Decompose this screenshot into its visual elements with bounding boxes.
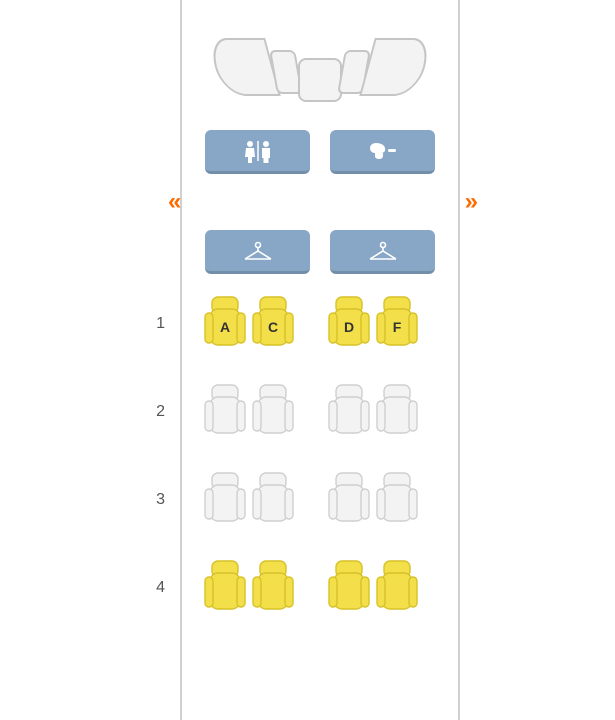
- seat[interactable]: [204, 559, 246, 617]
- cockpit: [215, 20, 425, 120]
- seat-row: 2: [180, 368, 460, 456]
- galley-icon: [369, 139, 397, 163]
- seat-pair-right: [328, 383, 418, 441]
- closet-icon: [367, 241, 399, 261]
- seat-pair-left: [204, 471, 294, 529]
- seat[interactable]: C: [252, 295, 294, 353]
- seat[interactable]: [252, 471, 294, 529]
- seat-pair-right: [328, 559, 418, 617]
- row-number: 2: [135, 403, 165, 421]
- seat-row: 4: [180, 544, 460, 632]
- seat-pair-right: D F: [328, 295, 418, 353]
- seat[interactable]: [376, 383, 418, 441]
- exit-left-icon: «: [168, 188, 175, 216]
- lavatory-block: [205, 130, 310, 174]
- seat[interactable]: [376, 471, 418, 529]
- seat-icon: [328, 471, 370, 529]
- seat[interactable]: [252, 383, 294, 441]
- service-row: [180, 130, 460, 174]
- row-number: 1: [135, 315, 165, 333]
- seat-row: 3: [180, 456, 460, 544]
- seat-icon: [376, 383, 418, 441]
- row-number: 4: [135, 579, 165, 597]
- seat[interactable]: A: [204, 295, 246, 353]
- seat[interactable]: D: [328, 295, 370, 353]
- seat[interactable]: [328, 559, 370, 617]
- cockpit-window: [207, 38, 281, 96]
- seat-pair-left: [204, 559, 294, 617]
- seat-rows: 1 A C D F 2: [180, 280, 460, 632]
- galley-block: [330, 130, 435, 174]
- service-row: [180, 230, 460, 274]
- seat-pair-right: [328, 471, 418, 529]
- seat-label: D: [328, 319, 370, 335]
- seat[interactable]: [328, 383, 370, 441]
- seat-icon: [376, 559, 418, 617]
- seat[interactable]: [328, 471, 370, 529]
- closet-block: [330, 230, 435, 274]
- seat-icon: [376, 471, 418, 529]
- seat-label: F: [376, 319, 418, 335]
- row-number: 3: [135, 491, 165, 509]
- seat-icon: [328, 383, 370, 441]
- closet-icon: [242, 241, 274, 261]
- seat-icon: [204, 383, 246, 441]
- closet-block: [205, 230, 310, 274]
- seat-icon: [252, 471, 294, 529]
- cockpit-window: [359, 38, 433, 96]
- seat-pair-left: [204, 383, 294, 441]
- seat-icon: [252, 383, 294, 441]
- seat[interactable]: [204, 471, 246, 529]
- seat-label: A: [204, 319, 246, 335]
- seat-icon: [328, 559, 370, 617]
- seat-label: C: [252, 319, 294, 335]
- seat-icon: [204, 471, 246, 529]
- seat-pair-left: A C: [204, 295, 294, 353]
- seat-icon: [204, 559, 246, 617]
- seat[interactable]: [204, 383, 246, 441]
- seat[interactable]: F: [376, 295, 418, 353]
- seat[interactable]: [252, 559, 294, 617]
- lavatory-icon: [238, 139, 278, 163]
- seat-row: 1 A C D F: [180, 280, 460, 368]
- seat[interactable]: [376, 559, 418, 617]
- exit-row: « »: [168, 188, 472, 216]
- exit-right-icon: »: [465, 188, 472, 216]
- cockpit-window: [298, 58, 342, 102]
- seat-icon: [252, 559, 294, 617]
